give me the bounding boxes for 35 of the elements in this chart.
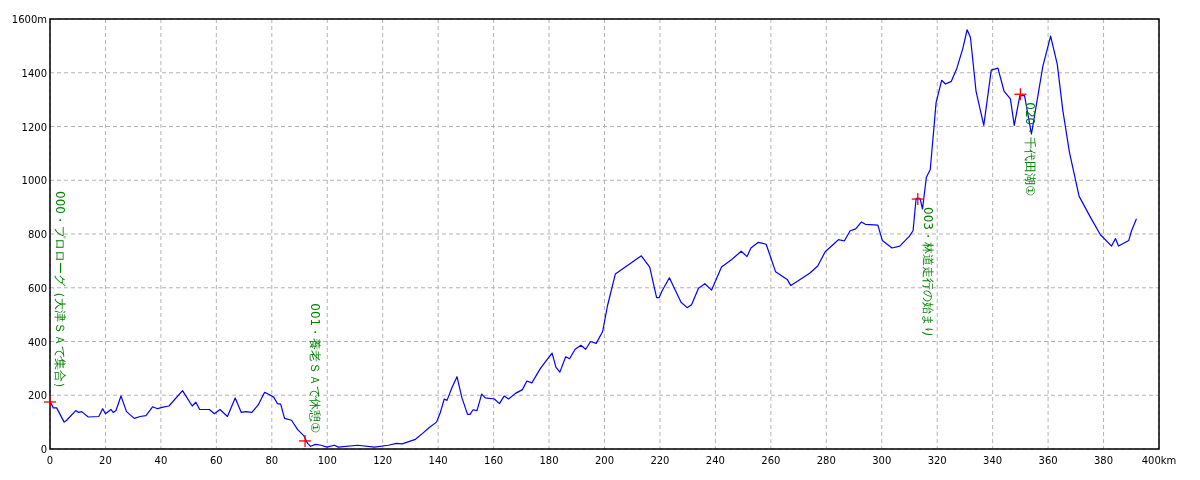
x-tick-label: 300: [872, 455, 892, 466]
y-tick-label: 0: [40, 444, 47, 455]
y-tick-label: 600: [27, 282, 47, 294]
x-tick-label: 140: [428, 455, 448, 466]
y-tick-label: 400: [27, 336, 47, 348]
y-tick-label: 1600m: [11, 14, 47, 25]
x-tick-label: 180: [539, 455, 559, 466]
y-tick-label: 1000: [21, 175, 47, 187]
y-tick-label: 1200: [21, 121, 47, 133]
x-tick-label: 100: [317, 455, 337, 466]
x-tick-label: 280: [816, 455, 836, 466]
x-tick-label: 80: [265, 455, 279, 466]
x-tick-label: 0: [46, 455, 54, 466]
x-tick-label: 200: [594, 455, 615, 466]
x-tick-label: 160: [484, 455, 504, 466]
annotation: 001・養老ＳＡで休憩①: [308, 303, 323, 433]
x-tick-label: 40: [154, 455, 168, 466]
x-tick-label: 360: [1038, 455, 1058, 466]
x-tick-label: 220: [650, 455, 670, 466]
x-tick-label: 60: [209, 455, 223, 466]
x-tick-label: 20: [99, 455, 112, 466]
annotation: 020・千代田湖①: [1023, 102, 1038, 196]
annotation: 003・林道走行の始まり: [920, 207, 935, 338]
x-tick-label: 340: [983, 455, 1003, 466]
x-tick-label: 380: [1094, 455, 1114, 466]
x-tick-label: 320: [927, 455, 947, 466]
x-tick-label: 120: [373, 455, 393, 466]
x-tick-label: 260: [761, 455, 781, 466]
annotation: 000・プロローグ（大津ＳＡで集合）: [53, 191, 67, 394]
x-tick-label: 240: [705, 455, 725, 466]
y-tick-label: 1400: [21, 67, 47, 79]
y-tick-label: 200: [27, 390, 47, 402]
line-series: [49, 29, 1137, 448]
y-tick-label: 800: [27, 229, 47, 240]
x-tick-label: 400km: [1141, 455, 1177, 466]
